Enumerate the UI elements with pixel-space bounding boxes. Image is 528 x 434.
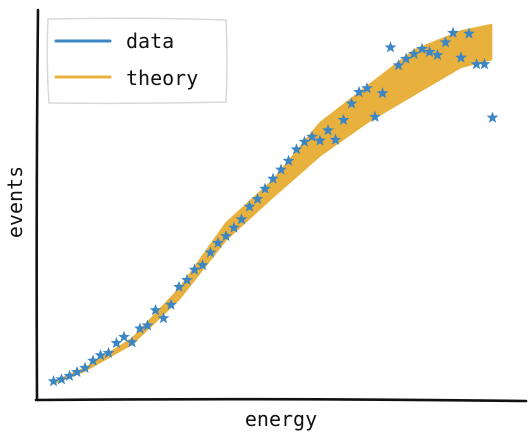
data-point xyxy=(71,365,83,378)
data-point xyxy=(392,59,405,71)
data-point xyxy=(447,26,459,38)
data-point xyxy=(149,304,162,316)
data-point xyxy=(228,221,240,233)
data-point xyxy=(470,58,483,70)
data-point xyxy=(329,133,342,145)
data-point xyxy=(55,373,68,385)
data-point xyxy=(290,143,303,155)
data-point xyxy=(369,110,381,122)
x-axis-label: energy xyxy=(245,407,317,431)
data-point xyxy=(314,134,326,146)
data-point xyxy=(455,51,467,63)
data-point xyxy=(251,192,264,205)
data-point xyxy=(196,258,209,271)
data-point xyxy=(259,182,271,194)
data-point xyxy=(322,124,334,136)
data-point xyxy=(63,369,76,381)
data-point xyxy=(478,58,491,70)
legend-label-theory: theory xyxy=(126,66,198,90)
data-point xyxy=(400,52,412,64)
data-point xyxy=(126,336,138,348)
data-point xyxy=(353,85,365,98)
data-point xyxy=(141,319,154,331)
data-point xyxy=(345,97,358,109)
data-point xyxy=(79,361,91,373)
data-point xyxy=(181,273,193,286)
data-point xyxy=(376,87,389,99)
data-point xyxy=(275,163,287,175)
data-point xyxy=(204,246,217,258)
data-point xyxy=(212,236,224,249)
data-point xyxy=(87,354,99,366)
data-point xyxy=(110,336,123,349)
data-point xyxy=(94,349,107,361)
data-point xyxy=(102,346,115,359)
data-point xyxy=(306,130,318,142)
data-point xyxy=(235,213,248,225)
legend-frame xyxy=(46,17,228,105)
y-axis-line xyxy=(35,8,40,400)
data-point xyxy=(282,154,295,166)
data-point xyxy=(384,41,397,53)
data-point xyxy=(337,113,350,126)
data-point xyxy=(298,135,311,147)
legend: data theory xyxy=(46,17,228,105)
plot-area xyxy=(47,23,499,387)
data-point xyxy=(416,42,428,54)
data-point xyxy=(463,27,475,39)
data-point xyxy=(431,48,444,61)
x-axis-line xyxy=(34,397,528,403)
y-axis-label: events xyxy=(3,166,27,238)
data-point xyxy=(188,263,201,275)
data-point xyxy=(243,200,256,212)
data-point xyxy=(165,298,177,310)
data-point xyxy=(173,280,185,292)
data-point xyxy=(486,111,499,123)
data-point xyxy=(118,330,130,343)
data-point xyxy=(47,375,60,387)
legend-label-data: data xyxy=(126,29,174,53)
data-point xyxy=(423,45,436,58)
data-point xyxy=(439,36,452,48)
data-point xyxy=(361,82,373,94)
data-point xyxy=(134,322,146,334)
data-point xyxy=(220,229,232,242)
data-point xyxy=(157,312,170,324)
data-point xyxy=(408,47,420,59)
data-point xyxy=(267,172,279,184)
